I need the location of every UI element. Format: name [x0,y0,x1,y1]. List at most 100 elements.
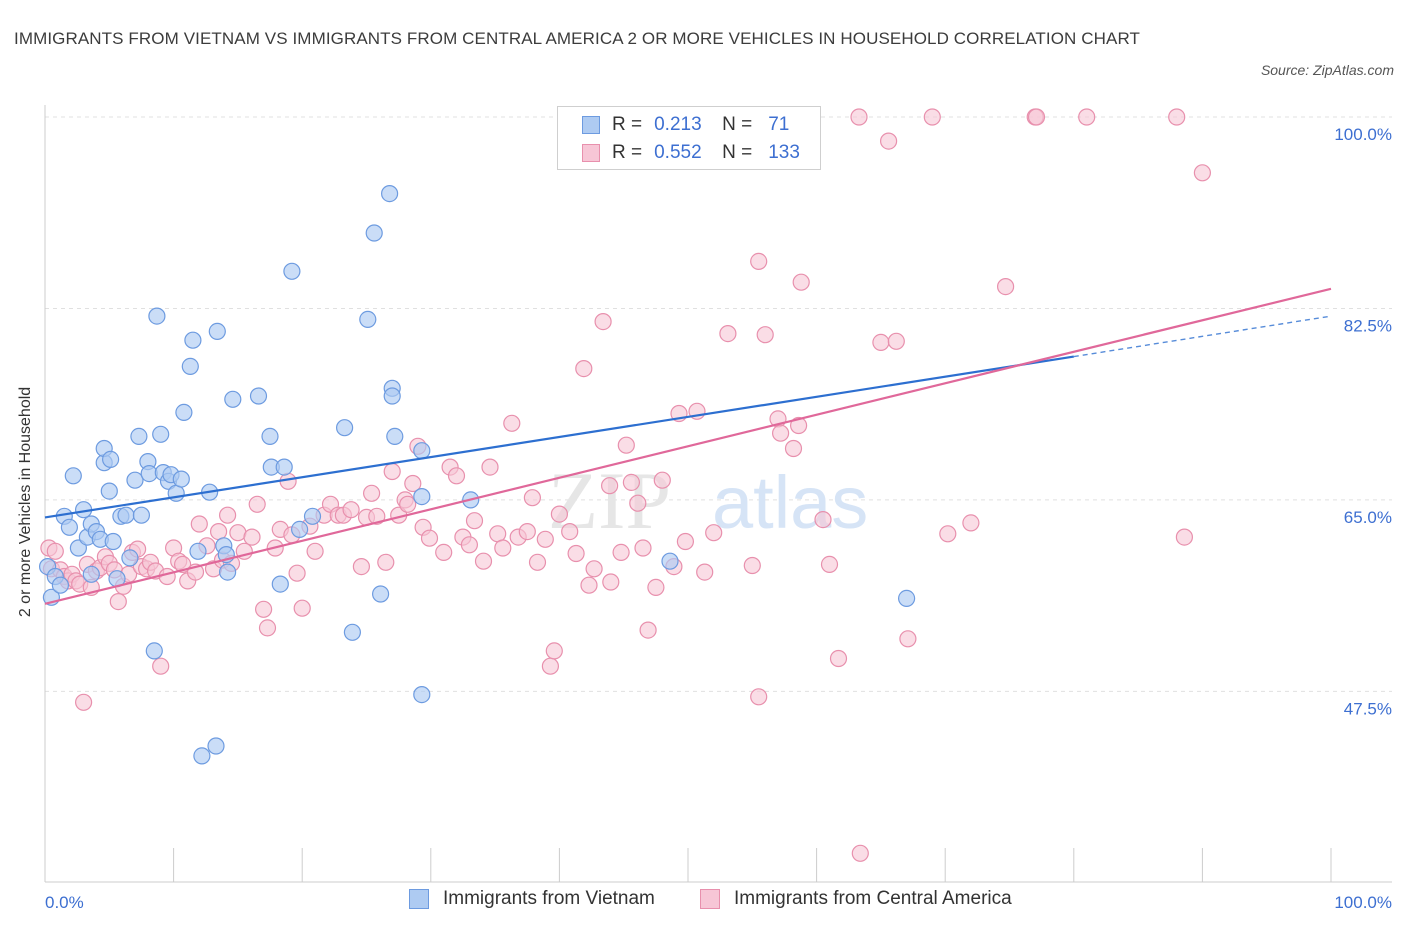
point-vietnam [82,565,100,583]
point-vietnam [897,589,916,608]
point-vietnam [291,520,309,539]
point-vietnam [193,747,211,765]
point-central-america [1175,528,1194,546]
point-central-america [550,505,569,523]
point-central-america [872,333,890,351]
x-tick-label-max: 100.0% [1334,893,1392,912]
legend-n-value-central-america: 133 [768,142,800,163]
point-central-america [792,273,810,291]
point-central-america [74,693,93,711]
point-central-america [771,424,790,442]
watermark-atlas: atlas [712,461,868,544]
point-vietnam [219,563,237,581]
point-central-america [756,326,774,344]
series-name-central-america: Immigrants from Central America [734,888,1012,909]
point-central-america [580,576,598,594]
point-central-america [561,522,579,541]
point-vietnam [100,482,118,500]
point-central-america [1027,108,1046,126]
point-central-america [447,467,466,485]
point-central-america [258,619,277,637]
point-vietnam [130,427,148,445]
x-tick-label-min: 0.0% [45,893,84,912]
point-central-america [383,462,401,481]
legend-n-value-vietnam: 71 [768,114,790,135]
point-central-america [541,657,560,675]
point-central-america [923,108,941,126]
point-central-america [962,514,980,532]
point-central-america [494,539,512,557]
tick-labels: 100.0% 82.5% 65.0% 47.5% 0.0% 100.0% [45,125,1392,912]
point-central-america [1078,108,1096,126]
trend-lines [44,287,1332,605]
series-legend-vietnam[interactable]: Immigrants from Vietnam [409,888,655,910]
series-name-vietnam: Immigrants from Vietnam [443,888,655,909]
point-central-america [585,560,603,578]
point-central-america [939,525,957,543]
point-vietnam [60,518,79,536]
point-vietnam [167,484,185,502]
point-central-america [545,642,563,660]
legend-row-vietnam: R = 0.213 N = 71 [582,110,789,140]
point-central-america [850,108,868,126]
vietnam-points [38,185,916,765]
y-tick-label: 65.0% [1344,508,1392,527]
series-legend-central-america[interactable]: Immigrants from Central America [700,888,1012,910]
series-swatch-central-america [700,889,720,909]
point-vietnam [104,532,122,551]
point-central-america [612,543,630,562]
point-vietnam [117,506,135,524]
point-vietnam [365,224,383,242]
point-central-america [696,563,714,581]
point-vietnam [271,575,289,593]
point-vietnam [64,467,82,485]
point-vietnam [101,450,120,468]
point-central-america [306,542,324,560]
point-central-america [653,471,671,489]
point-central-america [489,525,507,543]
legend-r-label: R = [612,114,643,135]
point-central-america [594,313,612,331]
point-central-america [887,332,905,350]
point-central-america [377,553,395,571]
point-vietnam [275,458,293,476]
point-central-america [528,553,547,571]
point-vietnam [413,685,431,704]
point-central-america [352,557,370,576]
point-central-america [634,539,652,557]
point-vietnam [189,542,207,560]
point-central-america [518,522,536,541]
point-central-america [435,543,453,562]
point-central-america [719,325,737,343]
point-vietnam [386,427,404,445]
point-vietnam [336,419,354,437]
point-central-america [481,458,499,476]
point-central-america [676,532,695,551]
trend-line-vietnam [44,355,1074,519]
point-central-america [622,473,641,491]
y-tick-label: 82.5% [1344,316,1392,335]
point-vietnam [372,585,390,603]
series-swatch-vietnam [409,889,429,909]
axes [44,105,1392,883]
legend-n-label: N = [722,142,753,163]
point-central-america [789,416,808,435]
point-vietnam [208,322,226,340]
chart-title: IMMIGRANTS FROM VIETNAM VS IMMIGRANTS FR… [14,29,1140,48]
legend-swatch-central-america [582,144,600,162]
point-central-america [404,474,422,493]
point-central-america [342,501,360,519]
point-central-america [750,252,768,270]
legend-r-value-central-america: 0.552 [654,142,702,163]
point-central-america [465,512,484,530]
point-vietnam [132,506,150,524]
point-vietnam [121,549,139,567]
trend-line-central-america [44,287,1332,605]
point-vietnam [175,403,193,421]
point-central-america [629,494,647,512]
point-vietnam [145,642,163,660]
point-vietnam [172,470,190,488]
point-central-america [158,567,176,586]
point-central-america [399,495,417,513]
